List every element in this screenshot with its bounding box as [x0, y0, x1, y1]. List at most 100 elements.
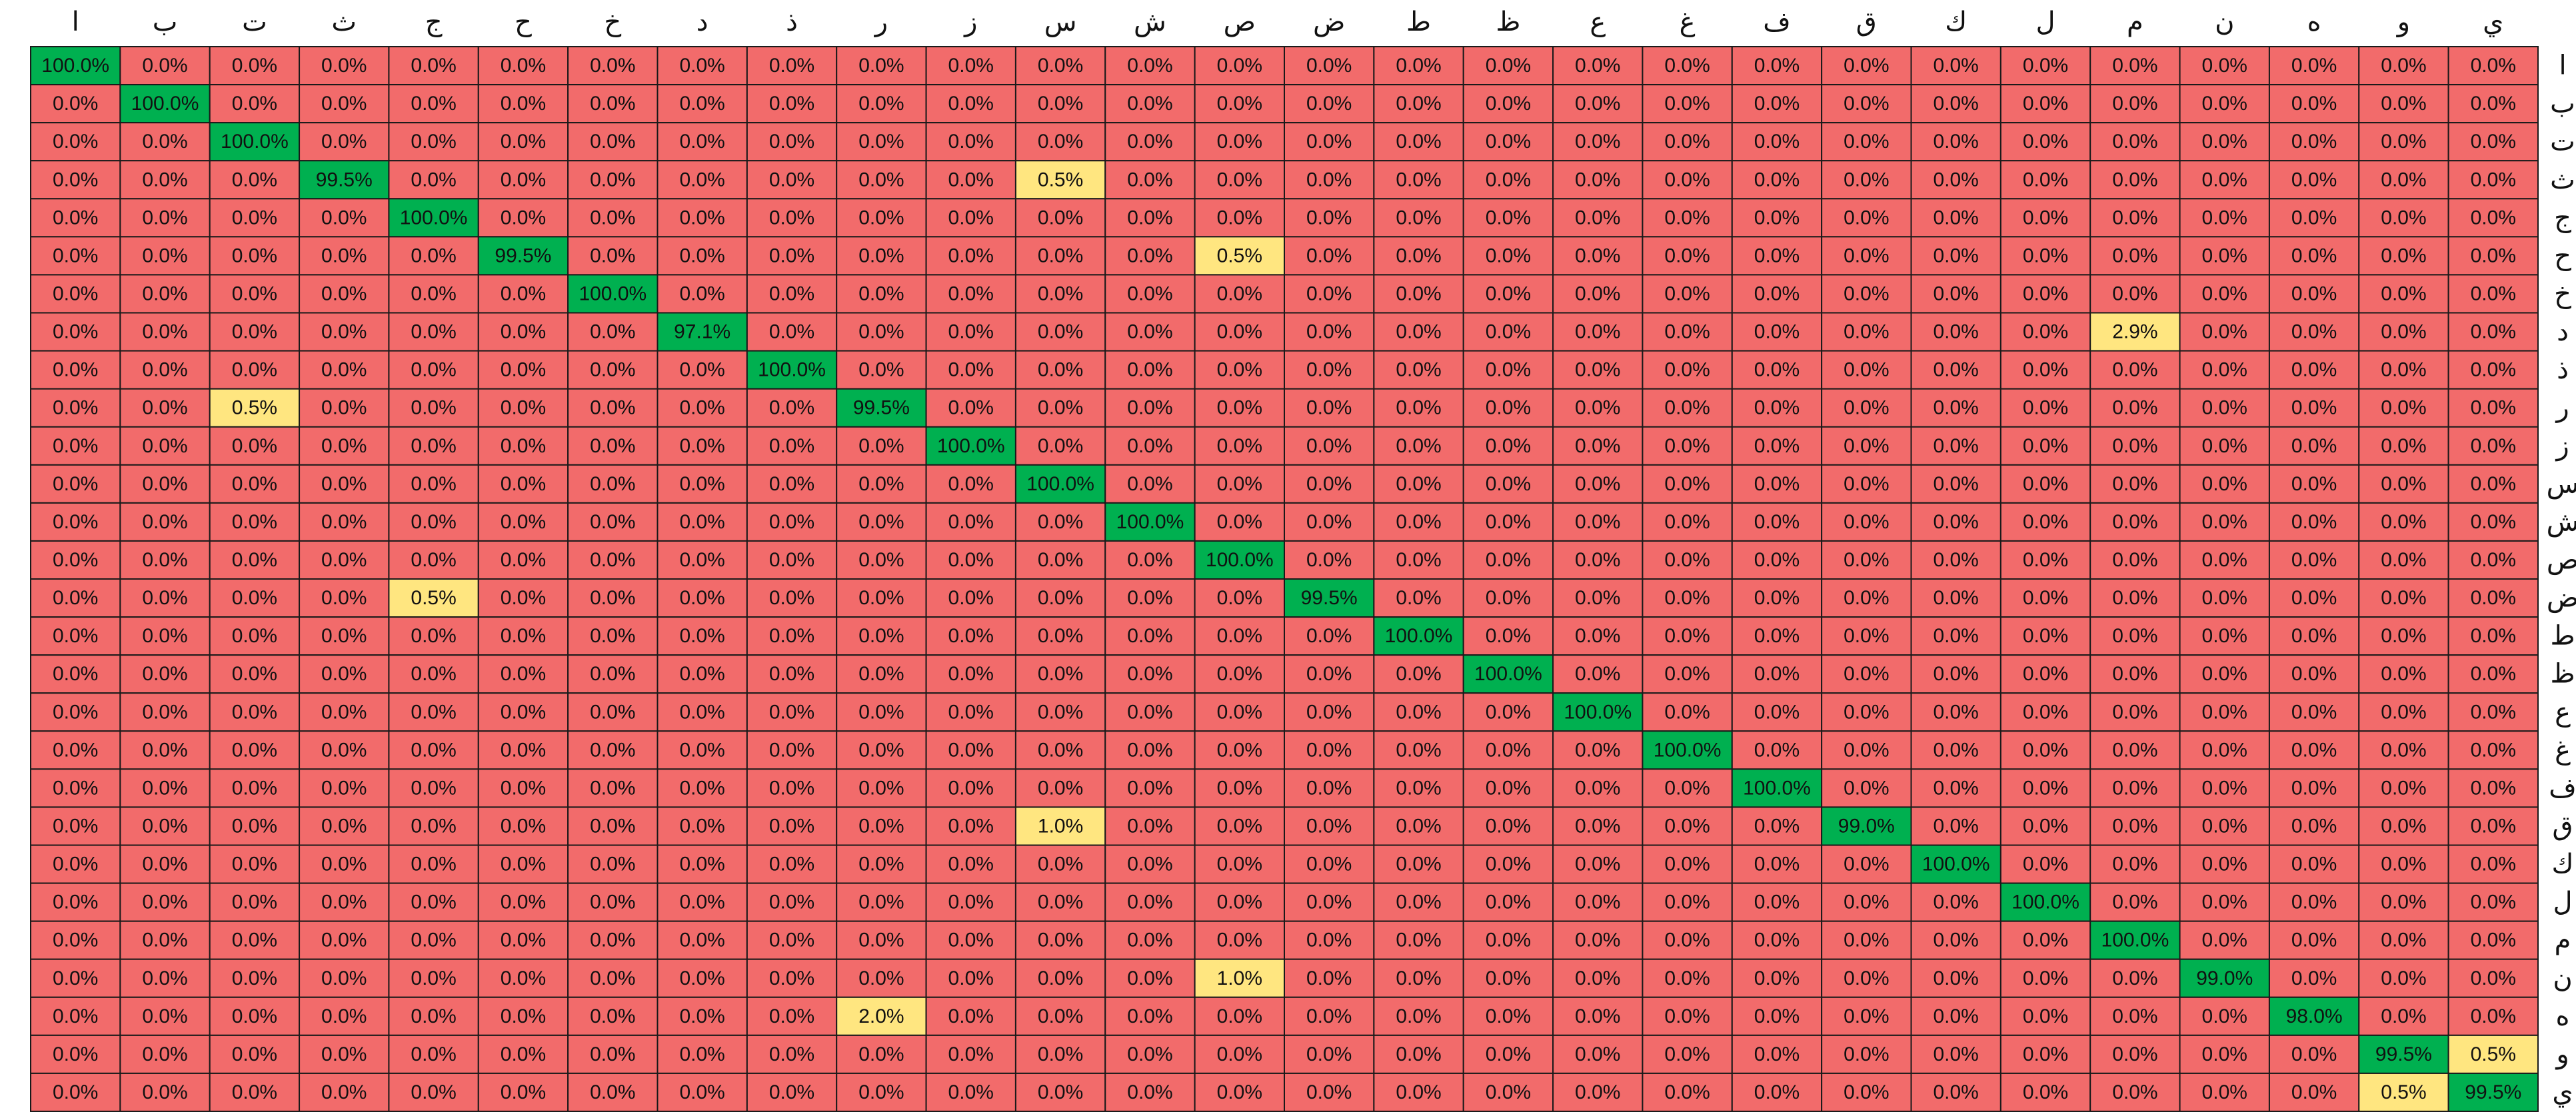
- heatmap-cell: [1373, 122, 1464, 162]
- heatmap-cell: [2358, 958, 2449, 998]
- cell-value-label: 0.0%: [1217, 625, 1262, 647]
- cell-value-label: 0.0%: [1933, 321, 1978, 343]
- heatmap-cell: [1014, 882, 1106, 922]
- heatmap-cell: [925, 730, 1016, 770]
- cell-value-label: 0.0%: [1306, 663, 1352, 685]
- heatmap-cell: [30, 312, 121, 352]
- heatmap-cell: [2179, 996, 2270, 1036]
- heatmap-cell: [1104, 768, 1196, 808]
- cell-value-label: 0.0%: [2381, 93, 2426, 115]
- cell-value-label: 0.0%: [1754, 891, 1800, 913]
- cell-value-label: 100.0%: [579, 282, 646, 304]
- heatmap-cell: [925, 958, 1016, 998]
- heatmap-cell: [1373, 540, 1464, 580]
- heatmap-cell: [1552, 312, 1644, 352]
- heatmap-cell: [1910, 84, 2001, 124]
- cell-value-label: 0.0%: [2471, 169, 2516, 191]
- row-label: ج: [2554, 203, 2571, 234]
- cell-value-label: 0.0%: [1844, 207, 1889, 229]
- cell-value-label: 0.0%: [411, 663, 456, 685]
- column-label: غ: [1680, 7, 1696, 37]
- heatmap-cell: [388, 882, 479, 922]
- heatmap-cell: [477, 996, 569, 1036]
- column-label: ث: [331, 7, 357, 37]
- cell-value-label: 0.0%: [590, 131, 635, 153]
- cell-value-label: 0.0%: [1127, 93, 1172, 115]
- heatmap-cell: [656, 84, 748, 124]
- cell-value-label: 0.0%: [1486, 701, 1531, 723]
- cell-value-label: 0.0%: [2471, 549, 2516, 571]
- heatmap-cell: [388, 654, 479, 694]
- heatmap-cell: [2268, 730, 2360, 770]
- cell-value-label: 0.0%: [590, 587, 635, 609]
- cell-value-label: 0.0%: [1217, 777, 1262, 799]
- cell-value-label: 0.0%: [1664, 55, 1710, 77]
- heatmap-cell: [477, 958, 569, 998]
- cell-value-label: 0.0%: [321, 777, 367, 799]
- cell-value-label: 0.0%: [2202, 511, 2247, 533]
- cell-value-label: 0.0%: [1486, 1081, 1531, 1103]
- row-label: ح: [2554, 241, 2571, 271]
- cell-value-label: 0.0%: [2381, 929, 2426, 951]
- heatmap-cell: [1194, 996, 1285, 1036]
- cell-value-label: 0.0%: [948, 815, 994, 837]
- cell-value-label: 0.0%: [590, 549, 635, 571]
- cell-value-label: 0.0%: [1575, 587, 1620, 609]
- cell-value-label: 1.0%: [1038, 815, 1083, 837]
- heatmap-cell: [656, 426, 748, 466]
- heatmap-cell: [209, 160, 301, 200]
- heatmap-cell: [746, 578, 838, 618]
- heatmap-cell: [836, 958, 927, 998]
- column-label: د: [696, 7, 708, 37]
- heatmap-cell: [2089, 578, 2181, 618]
- cell-value-label: 0.0%: [321, 625, 367, 647]
- cell-value-label: 0.0%: [858, 853, 904, 875]
- heatmap-cell: [1642, 198, 1733, 238]
- cell-value-label: 0.0%: [142, 549, 187, 571]
- cell-value-label: 0.0%: [1396, 473, 1441, 495]
- cell-value-label: 0.0%: [590, 625, 635, 647]
- heatmap-cell: [30, 84, 121, 124]
- cell-value-label: 0.0%: [501, 777, 546, 799]
- cell-value-label: 100.0%: [1474, 663, 1542, 685]
- cell-value-label: 0.0%: [1933, 245, 1978, 267]
- row-label: ش: [2547, 506, 2576, 537]
- heatmap-cell: [1910, 654, 2001, 694]
- heatmap-cell: [1821, 84, 1912, 124]
- cell-value-label: 0.0%: [2202, 1081, 2247, 1103]
- heatmap-cell: [1821, 236, 1912, 276]
- cell-value-label: 100.0%: [937, 435, 1005, 457]
- heatmap-cell: [209, 1034, 301, 1074]
- cell-value-label: 0.0%: [2381, 207, 2426, 229]
- cell-value-label: 0.0%: [1664, 245, 1710, 267]
- cell-value-label: 0.0%: [2112, 397, 2157, 419]
- column-label: ز: [963, 7, 977, 37]
- cell-value-label: 0.0%: [2023, 131, 2068, 153]
- heatmap-cell: [1642, 426, 1733, 466]
- cell-value-label: 0.0%: [1664, 282, 1710, 304]
- cell-value-label: 0.0%: [232, 55, 277, 77]
- heatmap-cell: [656, 768, 748, 808]
- cell-value-label: 0.0%: [1664, 207, 1710, 229]
- cell-value-label: 0.0%: [948, 549, 994, 571]
- heatmap-cell: [1373, 160, 1464, 200]
- cell-value-label: 0.0%: [2381, 701, 2426, 723]
- cell-value-label: 0.0%: [1933, 93, 1978, 115]
- heatmap-cell: [1194, 198, 1285, 238]
- cell-value-label: 0.0%: [2023, 587, 2068, 609]
- cell-value-label: 0.0%: [2291, 473, 2337, 495]
- heatmap-cell: [119, 1072, 211, 1113]
- cell-value-label: 0.0%: [232, 245, 277, 267]
- heatmap-cell: [209, 312, 301, 352]
- cell-value-label: 0.0%: [1933, 435, 1978, 457]
- cell-value-label: 0.0%: [142, 1043, 187, 1065]
- heatmap-cell: [1462, 730, 1554, 770]
- cell-value-label: 0.0%: [948, 321, 994, 343]
- cell-value-label: 0.0%: [1844, 245, 1889, 267]
- heatmap-cell: [1284, 768, 1375, 808]
- heatmap-cell: [119, 958, 211, 998]
- cell-value-label: 0.0%: [53, 282, 98, 304]
- heatmap-cell: [30, 692, 121, 732]
- cell-value-label: 0.0%: [1038, 131, 1083, 153]
- cell-value-label: 0.0%: [590, 435, 635, 457]
